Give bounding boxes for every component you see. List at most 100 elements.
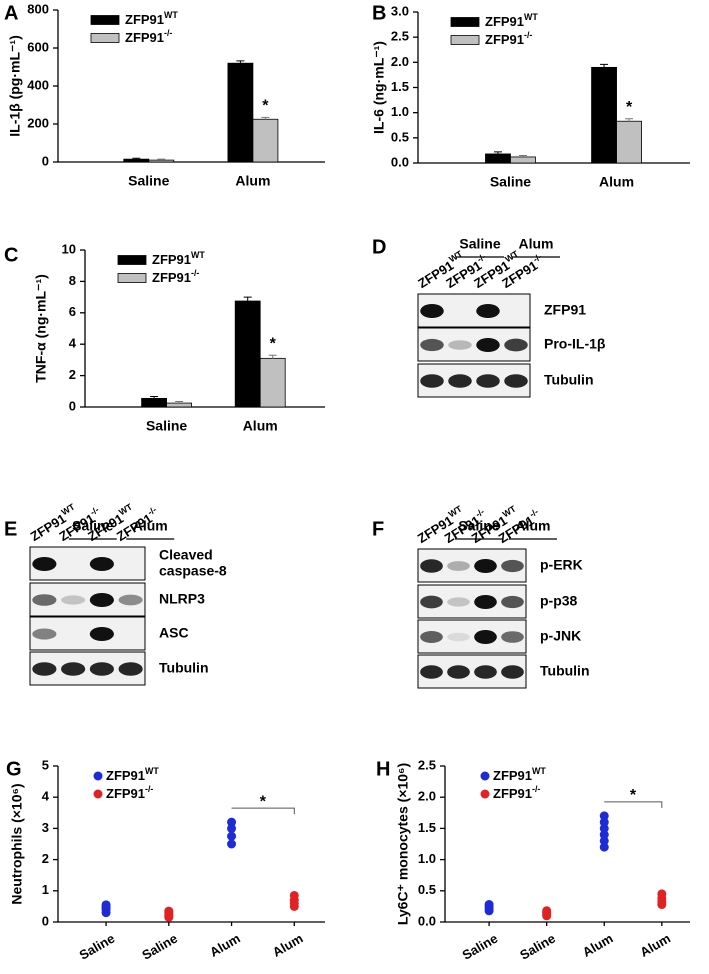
dot [227,831,237,841]
y-tick-label: 4 [69,336,77,351]
blot-band [504,374,528,388]
x-tick-label: Alum [207,931,243,960]
group-label: Alum [516,518,551,534]
significance: * [260,793,267,810]
row-label: p-p38 [540,593,578,609]
y-tick-label: 1.5 [418,820,436,835]
panel-letter: H [376,758,390,780]
dot [289,890,299,900]
error-bar [493,151,502,154]
legend-label-sup: WT [145,766,159,776]
dot [227,839,237,849]
dot [599,817,609,827]
row-label: Cleaved [159,547,213,563]
y-tick-label: 0.5 [418,882,436,897]
legend-label: ZFP91-/- [152,268,199,285]
legend-swatch [90,33,120,43]
blot-band [32,628,57,640]
bar [485,153,511,164]
blot-band [447,665,470,679]
blot-band [32,662,57,676]
blot-band [501,595,524,609]
group-label: Saline [459,236,500,252]
y-tick-label: 0 [69,398,76,413]
legend-swatch [93,789,103,799]
blot-band [474,595,497,609]
y-axis-label: Ly6C⁺ monocytes (×10⁶) [395,763,411,925]
bar [252,118,279,163]
bar [616,120,642,164]
blot-band [501,665,524,679]
error-bar [243,296,252,302]
legend-label-main: ZFP91 [152,252,191,267]
blot-band [504,338,528,352]
row-label: Tubulin [159,660,209,676]
y-tick-label: 1.5 [391,79,409,94]
bar [234,300,261,408]
panel-letter: F [372,518,384,540]
blot-band [89,593,114,607]
blot-band [476,374,500,388]
dot [599,811,609,821]
y-tick-label: 10 [62,241,76,256]
legend-label-main: ZFP91 [493,786,532,801]
y-tick-label: 0 [42,913,49,928]
blot-band [89,627,114,641]
legend-label-sup: WT [524,12,538,22]
blot-band [447,597,470,607]
x-tick-label: Saline [146,418,187,434]
x-tick-label: Saline [517,931,558,963]
y-tick-label: 2.0 [418,789,436,804]
legend-label: ZFP91WT [106,766,159,783]
legend-swatch [117,273,147,283]
legend-label-sup: -/- [145,784,153,794]
bar [141,397,168,408]
x-tick-label: Alum [599,174,634,190]
blot-band [474,630,497,644]
bar [591,66,617,164]
error-bar [175,401,184,404]
legend-swatch [480,789,490,799]
significance: * [626,99,633,116]
dot [227,817,237,827]
significance: * [262,98,269,115]
significance-bracket [604,801,663,808]
row-label: ASC [159,625,189,641]
blot-band [420,374,444,388]
blot-band [420,304,444,318]
legend-label: ZFP91WT [493,766,546,783]
dot [101,900,111,910]
legend-label: ZFP91-/- [106,784,153,801]
y-tick-label: 3 [42,820,49,835]
blot-band [474,559,497,573]
blot-band [447,632,470,642]
y-tick-label: 600 [27,39,49,54]
y-axis-label: Neutrophils (×10⁶) [9,783,25,904]
y-tick-label: 0 [42,153,49,168]
panel-letter: B [372,2,386,24]
blot-band [501,631,524,643]
blot-band [118,662,143,676]
y-tick-label: 5 [42,757,49,772]
significance: * [630,787,637,804]
error-bar [625,118,634,122]
y-tick-label: 1.0 [418,851,436,866]
x-tick-label: Saline [128,173,169,189]
x-tick-label: Saline [490,174,531,190]
y-axis-label: IL-6 (ng·mL⁻¹) [371,41,387,134]
y-tick-label: 2 [69,367,76,382]
y-tick-label: 0.0 [391,154,409,169]
legend-swatch [450,17,480,27]
y-tick-label: 0.0 [418,913,436,928]
y-axis-label: TNF-α (ng·mL⁻¹) [33,274,49,383]
y-tick-label: 2.5 [418,757,436,772]
dot [542,906,552,916]
error-bar [268,354,277,359]
x-tick-label: Saline [139,931,180,963]
legend-label-main: ZFP91 [125,12,164,27]
row-label: ZFP91 [544,302,586,318]
dot [227,823,237,833]
y-tick-label: 400 [27,77,49,92]
error-bar [157,158,166,161]
y-tick-label: 200 [27,115,49,130]
